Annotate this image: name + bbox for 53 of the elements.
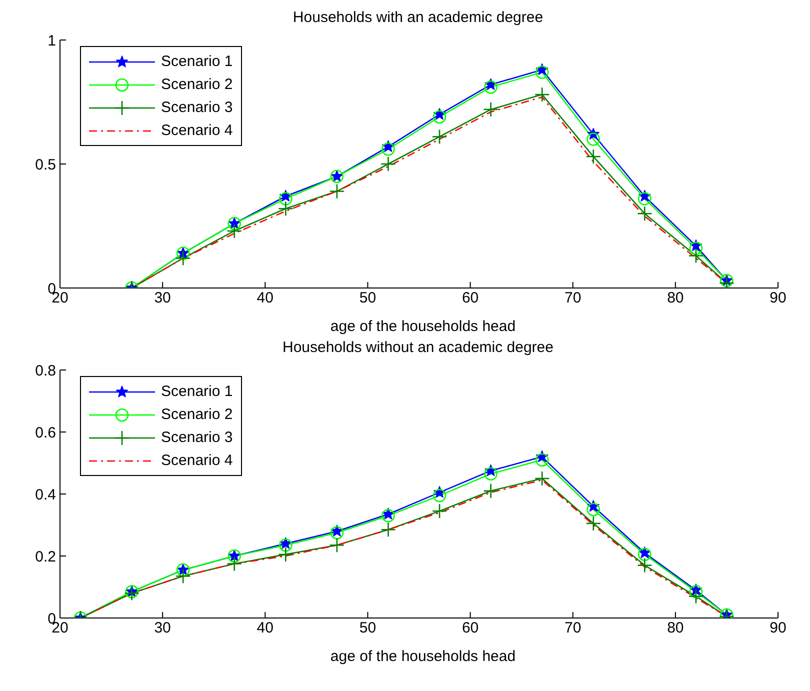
chart-title: Households without an academic degree — [281, 338, 554, 358]
point — [638, 192, 652, 206]
y-tick-label: 0 — [48, 610, 56, 628]
point — [586, 502, 600, 516]
x-tick-label: 60 — [462, 290, 479, 307]
x-tick-label: 30 — [154, 620, 171, 637]
legend-label: Scenario 4 — [161, 122, 233, 139]
legend-label: Scenario 3 — [161, 99, 233, 116]
point — [432, 488, 446, 502]
y-tick-label: 0.6 — [35, 424, 56, 442]
legend-label: Scenario 1 — [161, 383, 233, 400]
x-tick-label: 30 — [154, 290, 171, 307]
x-axis-title: age of the households head — [329, 647, 517, 667]
x-tick-label: 50 — [359, 620, 376, 637]
y-tick-label: 0 — [48, 280, 56, 298]
point — [382, 142, 395, 156]
x-tick-label: 50 — [359, 290, 376, 307]
legend-label: Scenario 4 — [161, 452, 233, 469]
x-tick-label: 80 — [667, 290, 684, 307]
y-tick-label: 0.8 — [35, 362, 56, 380]
x-tick-label: 90 — [770, 620, 786, 637]
point — [689, 585, 703, 598]
x-tick-label: 80 — [667, 620, 684, 637]
point — [484, 80, 498, 94]
point — [586, 132, 600, 146]
point — [689, 242, 703, 255]
point — [535, 453, 549, 467]
point — [638, 548, 652, 562]
x-tick-label: 70 — [564, 290, 582, 307]
y-tick-label: 0.4 — [35, 486, 56, 504]
y-tick-label: 1 — [48, 32, 56, 50]
point — [484, 467, 498, 480]
x-tick-label: 60 — [462, 620, 479, 637]
x-tick-label: 70 — [564, 620, 582, 637]
point — [280, 537, 292, 549]
point — [432, 110, 446, 124]
y-tick-label: 0.2 — [35, 548, 56, 566]
chart-title: Households with an academic degree — [292, 8, 544, 28]
point — [279, 192, 292, 206]
legend-label: Scenario 2 — [161, 76, 233, 93]
x-axis-title: age of the households head — [329, 317, 517, 337]
point — [535, 66, 549, 79]
point — [330, 526, 344, 540]
y-tick-label: 0.5 — [35, 156, 56, 174]
legend-label: Scenario 1 — [161, 53, 233, 70]
legend-label: Scenario 2 — [161, 406, 233, 423]
point — [382, 509, 395, 522]
x-tick-label: 90 — [770, 290, 786, 307]
point — [638, 546, 651, 558]
x-tick-label: 40 — [256, 290, 274, 307]
x-tick-label: 40 — [256, 620, 274, 637]
legend-label: Scenario 3 — [161, 429, 233, 446]
point — [279, 538, 292, 552]
